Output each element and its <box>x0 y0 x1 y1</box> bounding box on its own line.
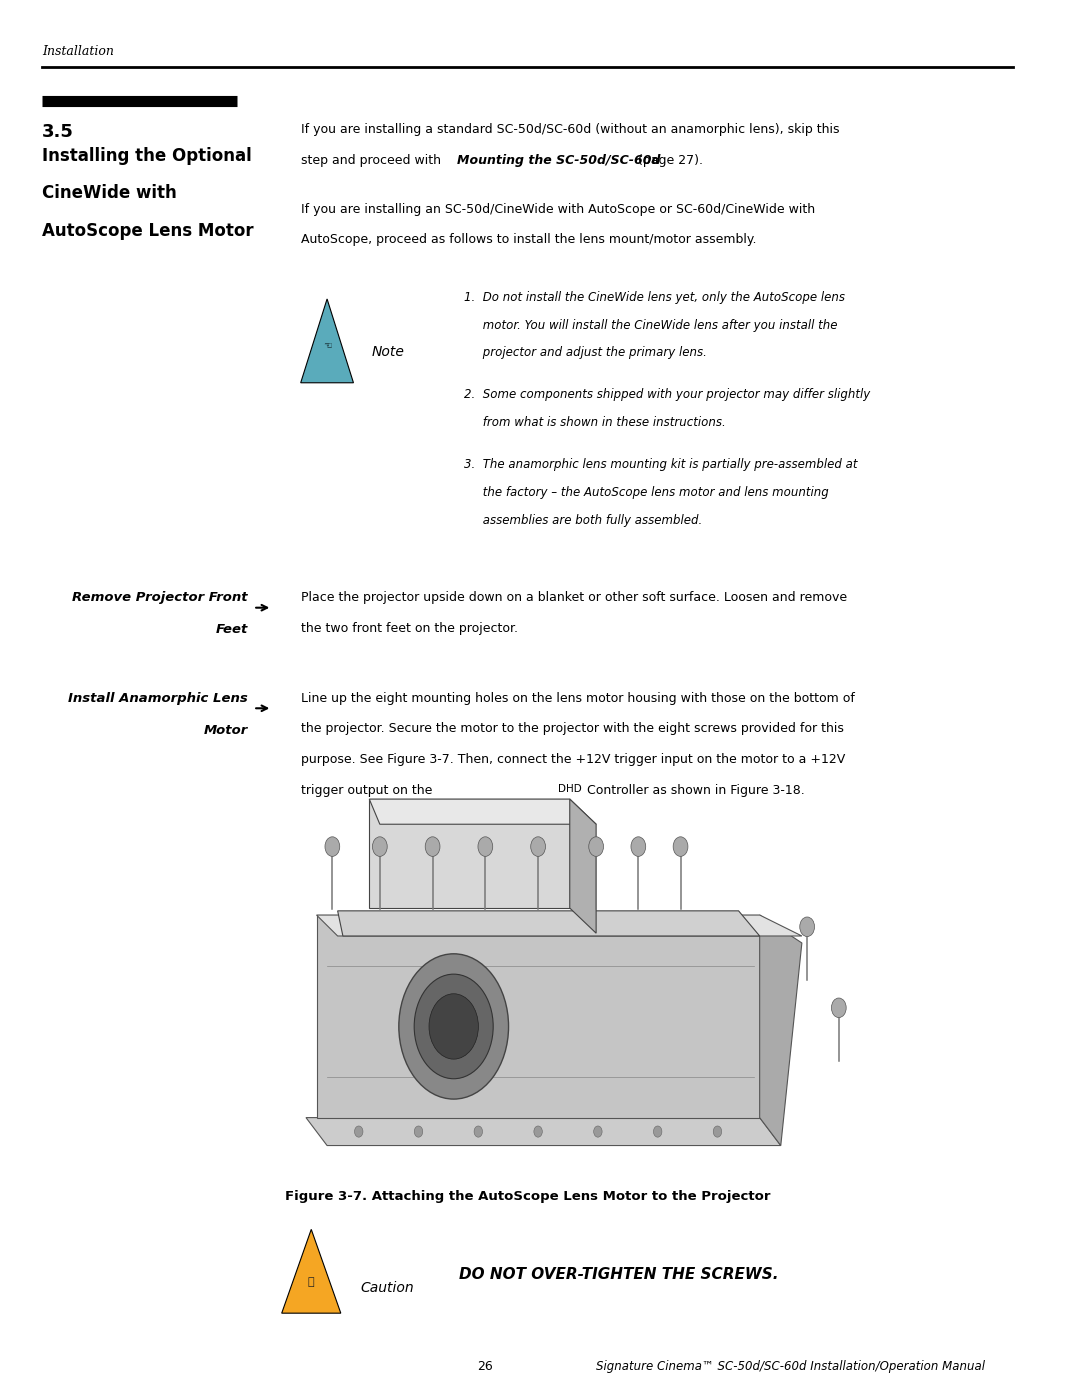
Circle shape <box>478 837 492 856</box>
Text: Mounting the SC-50d/SC-60d: Mounting the SC-50d/SC-60d <box>457 154 660 166</box>
Text: purpose. See Figure 3-7. Then, connect the +12V trigger input on the motor to a : purpose. See Figure 3-7. Then, connect t… <box>300 753 845 766</box>
Text: the projector. Secure the motor to the projector with the eight screws provided : the projector. Secure the motor to the p… <box>300 722 843 735</box>
Circle shape <box>653 1126 662 1137</box>
Circle shape <box>534 1126 542 1137</box>
Polygon shape <box>570 799 596 933</box>
Text: Place the projector upside down on a blanket or other soft surface. Loosen and r: Place the projector upside down on a bla… <box>300 591 847 604</box>
Circle shape <box>530 837 545 856</box>
Circle shape <box>474 1126 483 1137</box>
Circle shape <box>832 997 847 1017</box>
Text: Installing the Optional: Installing the Optional <box>42 147 252 165</box>
Polygon shape <box>300 299 353 383</box>
Text: ✋: ✋ <box>308 1277 314 1288</box>
Polygon shape <box>338 911 759 936</box>
Circle shape <box>354 1126 363 1137</box>
Circle shape <box>325 837 340 856</box>
Text: assemblies are both fully assembled.: assemblies are both fully assembled. <box>464 514 702 527</box>
Text: Note: Note <box>372 345 404 359</box>
Text: Feet: Feet <box>216 623 248 636</box>
Text: Install Anamorphic Lens: Install Anamorphic Lens <box>68 692 248 704</box>
Text: AutoScope, proceed as follows to install the lens mount/motor assembly.: AutoScope, proceed as follows to install… <box>300 233 756 246</box>
Text: DO NOT OVER-TIGHTEN THE SCREWS.: DO NOT OVER-TIGHTEN THE SCREWS. <box>459 1267 779 1281</box>
Circle shape <box>426 837 440 856</box>
Text: 2.  Some components shipped with your projector may differ slightly: 2. Some components shipped with your pro… <box>464 388 870 401</box>
Text: 1.  Do not install the CineWide lens yet, only the AutoScope lens: 1. Do not install the CineWide lens yet,… <box>464 291 846 303</box>
Circle shape <box>415 974 494 1078</box>
Text: Line up the eight mounting holes on the lens motor housing with those on the bot: Line up the eight mounting holes on the … <box>300 692 854 704</box>
Text: (page 27).: (page 27). <box>634 154 703 166</box>
Polygon shape <box>316 915 801 936</box>
Text: from what is shown in these instructions.: from what is shown in these instructions… <box>464 416 726 429</box>
Polygon shape <box>316 915 759 1118</box>
Text: Installation: Installation <box>42 45 114 57</box>
Text: If you are installing a standard SC-50d/SC-60d (without an anamorphic lens), ski: If you are installing a standard SC-50d/… <box>300 123 839 136</box>
Polygon shape <box>369 799 570 908</box>
Circle shape <box>673 837 688 856</box>
Polygon shape <box>369 799 596 824</box>
Text: projector and adjust the primary lens.: projector and adjust the primary lens. <box>464 346 707 359</box>
Polygon shape <box>759 915 801 1146</box>
Circle shape <box>713 1126 721 1137</box>
Text: step and proceed with: step and proceed with <box>300 154 445 166</box>
Circle shape <box>800 916 814 936</box>
Text: AutoScope Lens Motor: AutoScope Lens Motor <box>42 222 254 240</box>
Circle shape <box>589 837 604 856</box>
Text: Signature Cinema™ SC-50d/SC-60d Installation/Operation Manual: Signature Cinema™ SC-50d/SC-60d Installa… <box>596 1359 985 1373</box>
Text: 26: 26 <box>477 1359 494 1373</box>
Text: the two front feet on the projector.: the two front feet on the projector. <box>300 622 517 634</box>
Circle shape <box>399 954 509 1099</box>
Text: Caution: Caution <box>361 1281 415 1295</box>
Circle shape <box>429 993 478 1059</box>
Circle shape <box>373 837 388 856</box>
Circle shape <box>594 1126 603 1137</box>
Polygon shape <box>306 1118 781 1146</box>
Text: 3.  The anamorphic lens mounting kit is partially pre-assembled at: 3. The anamorphic lens mounting kit is p… <box>464 458 858 471</box>
Text: Motor: Motor <box>204 724 248 736</box>
Text: trigger output on the: trigger output on the <box>300 784 436 796</box>
Text: ☜: ☜ <box>323 341 332 352</box>
Circle shape <box>415 1126 422 1137</box>
Text: Controller as shown in Figure 3-18.: Controller as shown in Figure 3-18. <box>583 784 806 796</box>
Text: DHD: DHD <box>558 784 582 793</box>
Text: motor. You will install the CineWide lens after you install the: motor. You will install the CineWide len… <box>464 319 838 331</box>
Text: 3.5: 3.5 <box>42 123 75 141</box>
Text: Figure 3-7. Attaching the AutoScope Lens Motor to the Projector: Figure 3-7. Attaching the AutoScope Lens… <box>285 1190 770 1203</box>
Text: the factory – the AutoScope lens motor and lens mounting: the factory – the AutoScope lens motor a… <box>464 486 829 499</box>
Circle shape <box>631 837 646 856</box>
Text: If you are installing an SC-50d/CineWide with AutoScope or SC-60d/CineWide with: If you are installing an SC-50d/CineWide… <box>300 203 814 215</box>
Text: Remove Projector Front: Remove Projector Front <box>72 591 248 604</box>
Text: CineWide with: CineWide with <box>42 184 177 203</box>
Polygon shape <box>282 1229 341 1313</box>
